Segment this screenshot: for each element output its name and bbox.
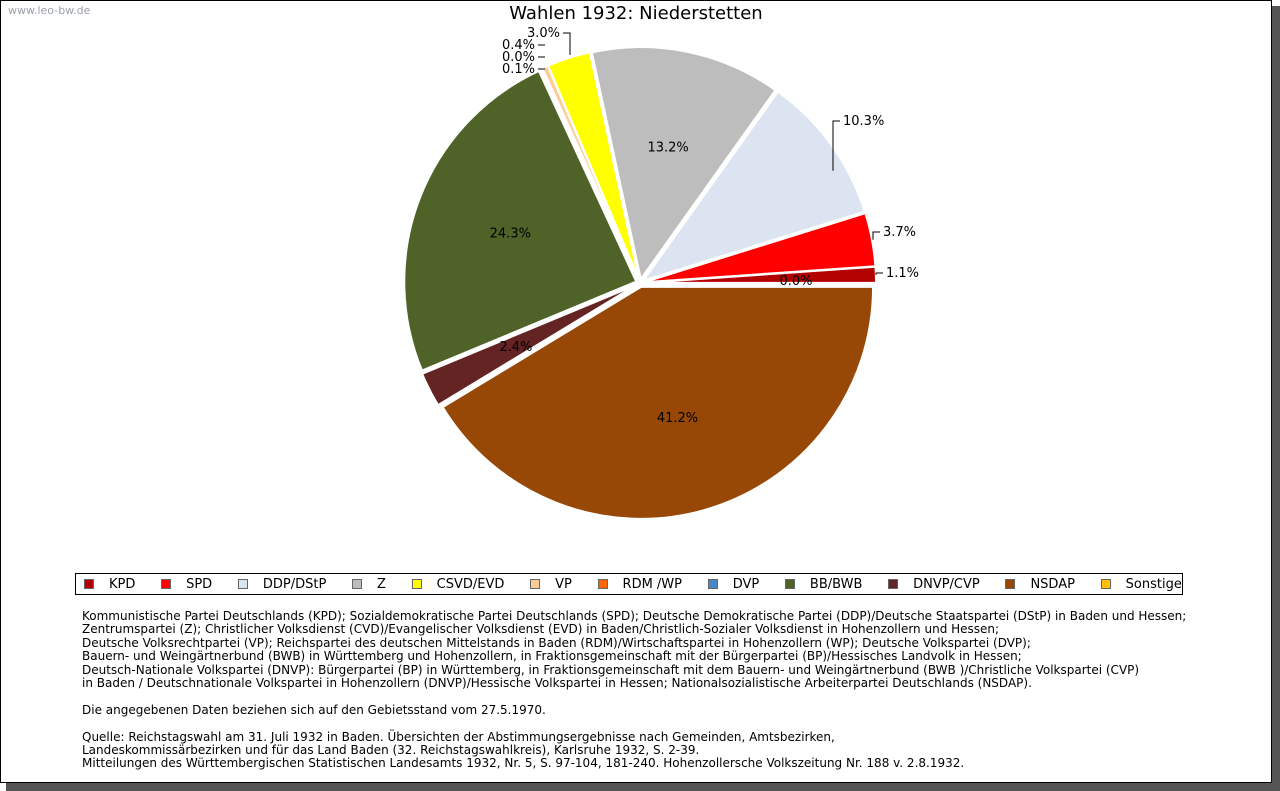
leader-line-kpd [875,272,883,275]
legend-item-spd: SPD [161,577,212,592]
data-label-rdm-wp: 0.0% [502,50,535,65]
legend-swatch [888,579,899,589]
legend-swatch [161,579,172,589]
data-label-vp: 0.4% [502,38,535,53]
notes-parties-line: in Baden / Deutschnationale Volkspartei … [82,676,1032,691]
leader-line-ddp-dstp [832,120,840,171]
frame-shadow-right [1272,6,1280,791]
legend-swatch [530,579,541,589]
legend-label: DVP [732,576,760,592]
legend-item-nsdap: NSDAP [1005,577,1075,592]
leader-line-spd [872,231,880,240]
notes-territory: Die angegebenen Daten beziehen sich auf … [82,702,546,717]
legend-swatch [411,579,422,589]
notes-parties-line: Deutsche Volksrechtpartei (VP); Reichspa… [82,635,1031,650]
legend-item-z: Z [352,577,386,592]
legend-label: KPD [109,576,136,592]
notes-parties-line: Zentrumspartei (Z); Christlicher Volksdi… [82,622,1000,637]
pie-slice-nsdap [441,285,875,520]
notes-parties-line: Kommunistische Partei Deutschlands (KPD)… [82,609,1187,623]
frame-shadow-bottom [6,783,1280,791]
data-label-dvp: 0.1% [502,62,535,77]
data-label-dnvp-cvp: 2.4% [499,340,532,355]
legend-label: VP [555,576,572,592]
legend-label: CSVD/EVD [436,576,505,592]
data-label-bb-bwb: 24.3% [490,226,531,241]
legend-label: NSDAP [1030,576,1075,592]
pie-slice-ddp-dstp [640,90,866,283]
data-label-sonstige: 0.0% [779,274,812,289]
legend-swatch [237,579,248,589]
legend-item-bb-bwb: BB/BWB [784,576,863,592]
notes-parties-line: Deutsch-Nationale Volkspartei (DNVP): Bü… [82,662,1140,677]
notes: Kommunistische Partei Deutschlands (KPD)… [82,609,1222,771]
data-label-z: 13.2% [647,141,688,156]
legend-label: BB/BWB [809,576,863,592]
notes-source-line: Landeskommissärbezirken und für das Land… [82,743,700,758]
legend-item-dnvp-cvp: DNVP/CVP [888,577,980,592]
legend-item-sonstige: Sonstige [1100,576,1182,592]
legend-swatch [1005,579,1016,589]
legend-swatch [707,579,718,589]
legend-swatch [352,579,363,589]
legend-swatch [597,579,608,589]
notes-source-line: Mitteilungen des Württembergischen Stati… [82,756,965,771]
legend-item-dvp: DVP [707,576,760,592]
data-label-ddp-dstp: 10.3% [843,114,884,129]
pie-slice-z [590,46,777,282]
data-label-spd: 3.7% [883,225,916,240]
legend-label: SPD [186,576,213,592]
legend-swatch [84,579,94,589]
pie-slice-spd [643,211,877,284]
watermark: www.leo-bw.de [8,4,91,17]
legend-item-vp: VP [530,577,572,592]
notes-parties-line: Bauern- und Weingärtnerbund (BWB) in Wür… [82,649,1022,664]
data-label-kpd: 1.1% [886,266,919,281]
chart-title: Wahlen 1932: Niederstetten [509,3,763,24]
legend: KPD SPD DDP/DStP Z CSVD/EVD VP RDM /WP DVP BB/BW… [75,573,1183,595]
legend-item-csvd-evd: CSVD/EVD [411,576,505,592]
data-label-nsdap: 41.2% [657,411,698,426]
pie-slice-bb-bwb [403,69,638,372]
data-label-csvd-evd: 3.0% [527,26,560,41]
legend-item-ddp-dstp: DDP/DStP [237,576,327,592]
notes-source-line: Quelle: Reichstagswahl am 31. Juli 1932 … [82,729,835,744]
pie-slice-dnvp-cvp [420,283,637,407]
legend-swatch [784,579,795,589]
legend-label: DDP/DStP [262,576,327,592]
legend-label: DNVP/CVP [913,576,980,592]
legend-item-kpd: KPD [84,577,135,592]
legend-item-rdm-wp: RDM /WP [597,576,682,592]
pie-chart: 1.1%3.7%10.3%13.2%3.0%0.4%0.0%0.1%24.3%2… [403,26,919,520]
legend-swatch [1100,579,1111,589]
legend-label: Sonstige [1125,576,1182,592]
legend-label: Z [377,576,386,592]
leader-line-csvd-evd [563,32,571,55]
legend-label: RDM /WP [622,576,682,592]
